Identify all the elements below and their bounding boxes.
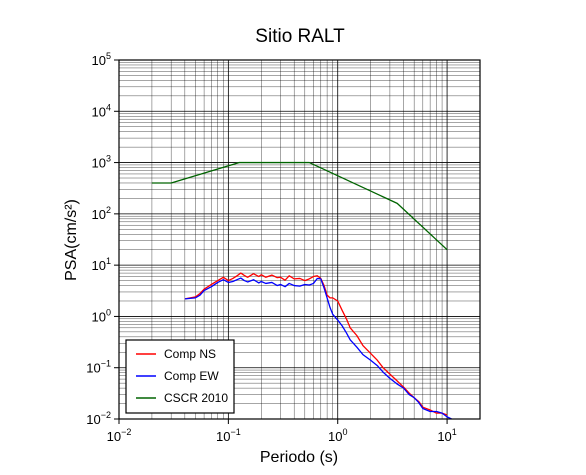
legend: Comp NS Comp EW CSCR 2010	[125, 339, 235, 414]
y-tick-label: 100	[92, 307, 111, 324]
x-axis-label: Periodo (s)	[260, 449, 338, 466]
y-tick-label: 102	[92, 205, 111, 222]
y-ticks: 10−2 10−1 100 101 102 103 104 105	[86, 51, 119, 427]
y-tick-label: 105	[92, 51, 111, 68]
series-layer	[151, 161, 452, 420]
x-ticks: 10−2 10−1 100 101	[107, 419, 457, 444]
y-tick-label: 104	[92, 102, 111, 119]
x-tick-label: 100	[328, 427, 347, 444]
y-tick-label: 10−1	[86, 359, 111, 376]
y-tick-label: 101	[92, 256, 111, 273]
series-line-comp-ns	[184, 272, 448, 416]
series-line-comp-ew	[184, 277, 452, 420]
legend-label: Comp EW	[164, 369, 219, 383]
series-line-cscr-2010	[151, 161, 448, 251]
legend-label: CSCR 2010	[164, 391, 228, 405]
plot-frame	[118, 59, 481, 420]
y-axis-label: PSA(cm/s²)	[63, 199, 80, 281]
y-tick-label: 10−2	[86, 410, 111, 427]
legend-label: Comp NS	[164, 347, 216, 361]
x-tick-label: 101	[437, 427, 456, 444]
x-tick-label: 10−2	[107, 427, 132, 444]
x-tick-label: 10−1	[216, 427, 241, 444]
chart-title: Sitio RALT	[255, 26, 345, 47]
y-tick-label: 103	[92, 154, 111, 171]
